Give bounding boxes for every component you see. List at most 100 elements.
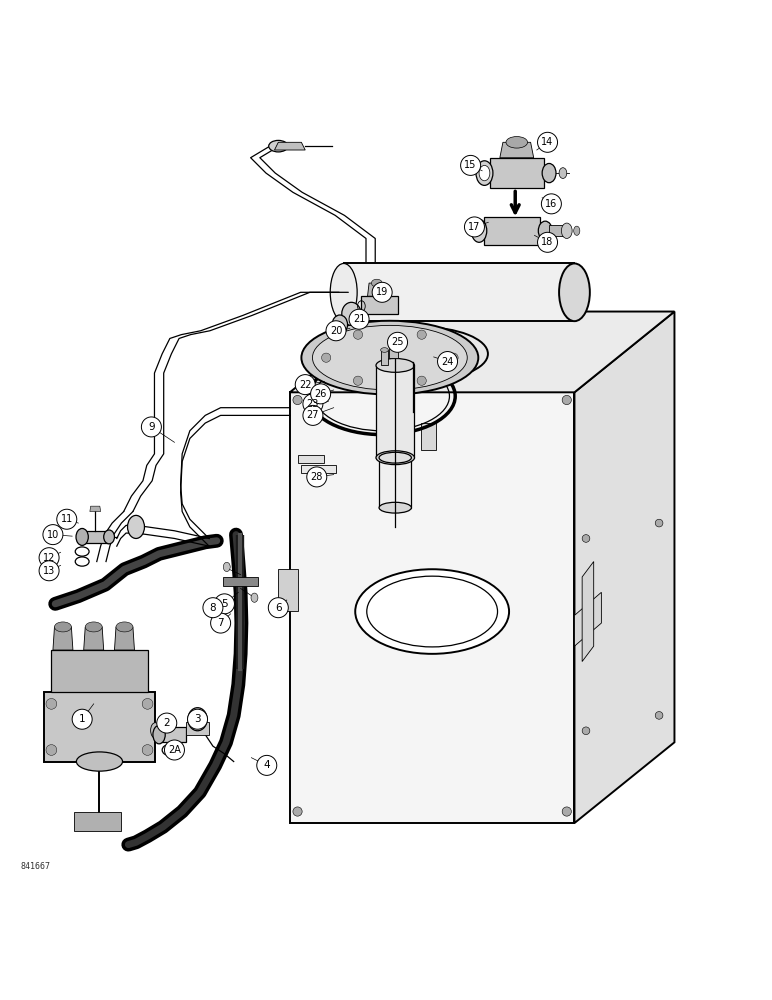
- Text: 9: 9: [148, 422, 154, 432]
- Polygon shape: [499, 142, 533, 158]
- Ellipse shape: [85, 622, 102, 632]
- Circle shape: [164, 740, 185, 760]
- Polygon shape: [74, 812, 120, 831]
- Ellipse shape: [389, 336, 398, 341]
- Circle shape: [438, 352, 458, 372]
- Circle shape: [326, 321, 346, 341]
- Polygon shape: [582, 562, 594, 662]
- Text: 6: 6: [275, 603, 282, 613]
- Text: 8: 8: [210, 603, 216, 613]
- Ellipse shape: [379, 452, 411, 463]
- Ellipse shape: [559, 263, 590, 321]
- Text: 12: 12: [43, 553, 56, 563]
- Ellipse shape: [506, 137, 527, 148]
- Ellipse shape: [538, 221, 552, 240]
- Polygon shape: [421, 423, 436, 450]
- Text: 1: 1: [79, 714, 86, 724]
- Ellipse shape: [151, 723, 160, 738]
- Circle shape: [465, 217, 485, 237]
- Ellipse shape: [574, 226, 580, 235]
- Circle shape: [306, 467, 327, 487]
- Text: 22: 22: [299, 380, 311, 390]
- Circle shape: [203, 598, 223, 618]
- Polygon shape: [279, 569, 297, 611]
- Ellipse shape: [55, 622, 71, 632]
- Ellipse shape: [561, 223, 572, 238]
- Polygon shape: [159, 727, 186, 742]
- Polygon shape: [290, 392, 574, 823]
- Ellipse shape: [76, 528, 88, 545]
- Polygon shape: [381, 350, 388, 365]
- Polygon shape: [379, 458, 411, 508]
- Circle shape: [57, 509, 76, 529]
- Polygon shape: [82, 531, 109, 543]
- Ellipse shape: [476, 161, 493, 185]
- Text: 19: 19: [376, 287, 388, 297]
- Circle shape: [541, 194, 561, 214]
- Ellipse shape: [103, 530, 114, 544]
- Circle shape: [537, 232, 557, 252]
- Ellipse shape: [542, 163, 556, 183]
- Text: 20: 20: [330, 326, 342, 336]
- Polygon shape: [290, 312, 675, 392]
- Circle shape: [372, 282, 392, 302]
- Text: 15: 15: [465, 160, 477, 170]
- Ellipse shape: [559, 168, 567, 178]
- Circle shape: [354, 376, 363, 385]
- Polygon shape: [90, 506, 100, 512]
- Text: 11: 11: [61, 514, 73, 524]
- Circle shape: [388, 332, 408, 352]
- Circle shape: [293, 807, 302, 816]
- Ellipse shape: [376, 358, 415, 372]
- Polygon shape: [574, 312, 675, 823]
- Text: 26: 26: [314, 389, 327, 399]
- Ellipse shape: [342, 302, 361, 325]
- Circle shape: [582, 535, 590, 542]
- Ellipse shape: [127, 515, 144, 538]
- Circle shape: [655, 519, 663, 527]
- Ellipse shape: [116, 622, 133, 632]
- Polygon shape: [376, 365, 415, 458]
- Ellipse shape: [365, 332, 476, 376]
- Ellipse shape: [153, 725, 165, 744]
- Circle shape: [257, 755, 277, 775]
- Circle shape: [46, 745, 57, 755]
- Circle shape: [461, 155, 481, 175]
- Polygon shape: [361, 296, 398, 314]
- Circle shape: [655, 712, 663, 719]
- Ellipse shape: [76, 752, 123, 771]
- Polygon shape: [490, 158, 543, 188]
- Text: 18: 18: [541, 237, 554, 247]
- Polygon shape: [389, 338, 398, 358]
- Circle shape: [142, 745, 153, 755]
- Circle shape: [303, 394, 323, 414]
- Ellipse shape: [367, 576, 497, 647]
- Circle shape: [215, 594, 235, 614]
- Circle shape: [322, 353, 330, 362]
- Ellipse shape: [301, 321, 479, 395]
- Circle shape: [310, 384, 330, 404]
- Ellipse shape: [251, 593, 258, 602]
- Circle shape: [39, 548, 59, 568]
- Text: 841667: 841667: [21, 862, 51, 871]
- Circle shape: [562, 807, 571, 816]
- Text: 28: 28: [310, 472, 323, 482]
- Ellipse shape: [269, 140, 288, 152]
- Polygon shape: [53, 627, 73, 650]
- Circle shape: [417, 330, 426, 339]
- Circle shape: [537, 132, 557, 152]
- Circle shape: [293, 395, 302, 405]
- Circle shape: [354, 330, 363, 339]
- Ellipse shape: [381, 348, 388, 352]
- Polygon shape: [52, 650, 147, 692]
- Text: 27: 27: [306, 410, 319, 420]
- Ellipse shape: [188, 708, 207, 731]
- Circle shape: [269, 598, 288, 618]
- Circle shape: [39, 561, 59, 581]
- Text: 2: 2: [164, 718, 170, 728]
- Circle shape: [417, 376, 426, 385]
- Circle shape: [449, 353, 458, 362]
- Circle shape: [141, 417, 161, 437]
- Polygon shape: [83, 627, 103, 650]
- Ellipse shape: [313, 325, 467, 390]
